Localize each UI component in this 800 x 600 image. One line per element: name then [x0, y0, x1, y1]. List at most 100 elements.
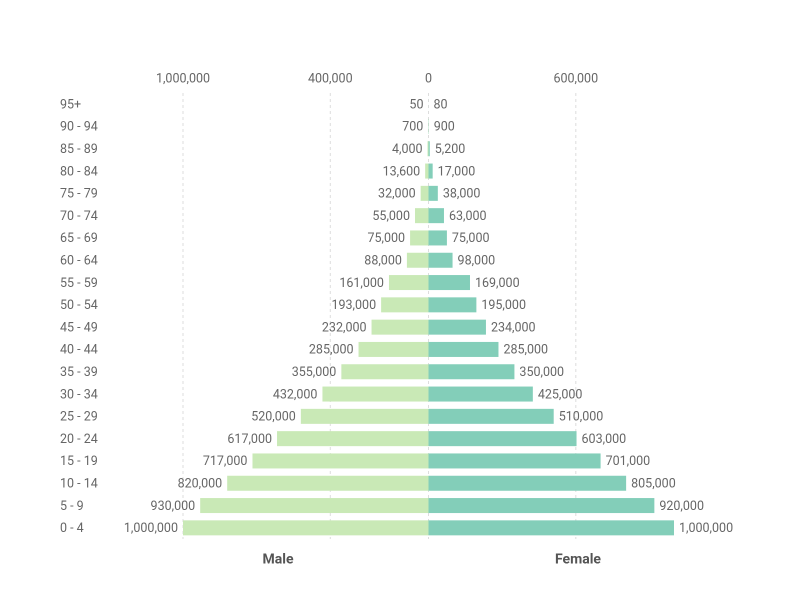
bar [371, 319, 429, 335]
value-label: 75,000 [367, 231, 405, 246]
value-label: 161,000 [339, 276, 384, 291]
bar [414, 208, 429, 224]
x-tick-label: 1,000,000 [156, 71, 210, 86]
bar [428, 520, 674, 536]
bar [322, 386, 429, 402]
category-label: 75 - 79 [60, 187, 98, 202]
category-label: 40 - 44 [60, 343, 98, 358]
value-label: 930,000 [151, 499, 196, 514]
category-label: 30 - 34 [60, 387, 98, 402]
bar [428, 364, 515, 380]
bar [428, 475, 627, 491]
bar [428, 453, 601, 469]
value-label: 1,000,000 [679, 521, 733, 536]
value-label: 520,000 [251, 410, 296, 425]
category-label: 95+ [60, 97, 81, 112]
category-label: 50 - 54 [60, 298, 98, 313]
value-label: 700 [402, 120, 423, 135]
value-label: 38,000 [443, 187, 481, 202]
bar [183, 520, 429, 536]
value-label: 88,000 [364, 254, 402, 269]
value-label: 355,000 [292, 365, 337, 380]
category-label: 25 - 29 [60, 410, 98, 425]
value-label: 169,000 [475, 276, 520, 291]
bar [341, 364, 429, 380]
category-label: 70 - 74 [60, 209, 98, 224]
bar [428, 230, 447, 246]
value-label: 195,000 [481, 298, 526, 313]
value-label: 717,000 [203, 454, 248, 469]
value-label: 920,000 [659, 499, 704, 514]
bar [428, 141, 430, 157]
x-tick-label: 400,000 [308, 71, 353, 86]
category-label: 10 - 14 [60, 477, 98, 492]
value-label: 98,000 [458, 254, 496, 269]
bar [428, 275, 470, 291]
value-label: 63,000 [449, 209, 487, 224]
category-label: 0 - 4 [60, 521, 84, 536]
value-label: 232,000 [322, 320, 367, 335]
bar [428, 163, 433, 179]
bar [200, 498, 429, 514]
bar [425, 163, 429, 179]
bar [428, 297, 477, 313]
value-label: 32,000 [378, 187, 416, 202]
value-label: 432,000 [273, 387, 318, 402]
category-label: 15 - 19 [60, 454, 98, 469]
value-label: 17,000 [438, 164, 476, 179]
series-label: Male [262, 552, 293, 568]
value-label: 285,000 [503, 343, 548, 358]
bar [427, 141, 429, 157]
bar [358, 341, 429, 357]
category-label: 35 - 39 [60, 365, 98, 380]
category-label: 60 - 64 [60, 254, 98, 269]
series-label: Female [555, 552, 601, 568]
value-label: 55,000 [372, 209, 410, 224]
value-label: 285,000 [309, 343, 354, 358]
bar [252, 453, 429, 469]
bar [428, 252, 453, 268]
value-label: 617,000 [227, 432, 272, 447]
bar [420, 185, 429, 201]
value-label: 805,000 [631, 477, 676, 492]
value-label: 425,000 [538, 387, 583, 402]
bar [428, 408, 554, 424]
bar [428, 386, 533, 402]
bar [428, 185, 438, 201]
x-tick-label: 600,000 [553, 71, 598, 86]
value-label: 234,000 [491, 320, 536, 335]
category-label: 80 - 84 [60, 164, 98, 179]
bar [428, 341, 499, 357]
value-label: 193,000 [331, 298, 376, 313]
category-label: 45 - 49 [60, 320, 98, 335]
category-label: 65 - 69 [60, 231, 98, 246]
bar [300, 408, 429, 424]
value-label: 701,000 [606, 454, 651, 469]
value-label: 5,200 [435, 142, 466, 157]
value-label: 820,000 [178, 477, 223, 492]
bar [410, 230, 429, 246]
value-label: 4,000 [392, 142, 423, 157]
bar [428, 431, 577, 447]
value-label: 603,000 [582, 432, 627, 447]
category-label: 20 - 24 [60, 432, 98, 447]
bar [428, 319, 486, 335]
category-label: 55 - 59 [60, 276, 98, 291]
value-label: 75,000 [452, 231, 490, 246]
bar [227, 475, 429, 491]
value-label: 50 [409, 97, 423, 112]
category-label: 5 - 9 [60, 499, 84, 514]
value-label: 80 [434, 97, 448, 112]
category-label: 85 - 89 [60, 142, 98, 157]
bar [388, 275, 429, 291]
bar [406, 252, 429, 268]
value-label: 13,600 [383, 164, 421, 179]
x-tick-label: 0 [425, 71, 432, 86]
bar [428, 498, 655, 514]
bar [381, 297, 429, 313]
value-label: 900 [434, 120, 455, 135]
bar [428, 208, 444, 224]
bar [277, 431, 429, 447]
